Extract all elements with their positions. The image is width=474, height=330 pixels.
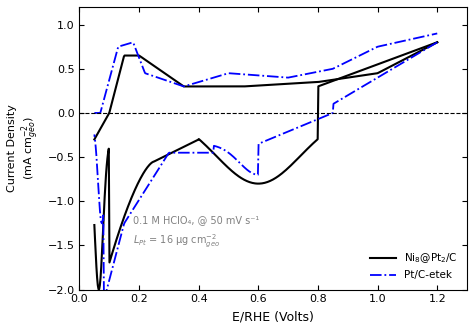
Text: $L_{Pt}$ = 16 μg cm$^{-2}_{geo}$: $L_{Pt}$ = 16 μg cm$^{-2}_{geo}$ — [133, 232, 220, 250]
X-axis label: E/RHE (Volts): E/RHE (Volts) — [232, 310, 314, 323]
Text: 0.1 M HClO₄, @ 50 mV s⁻¹: 0.1 M HClO₄, @ 50 mV s⁻¹ — [133, 215, 259, 225]
Legend: Ni$_8$@Pt$_2$/C, Pt/C-etek: Ni$_8$@Pt$_2$/C, Pt/C-etek — [365, 247, 462, 284]
Y-axis label: Current Density
(mA cm$^{-2}_{geo}$): Current Density (mA cm$^{-2}_{geo}$) — [7, 104, 42, 192]
